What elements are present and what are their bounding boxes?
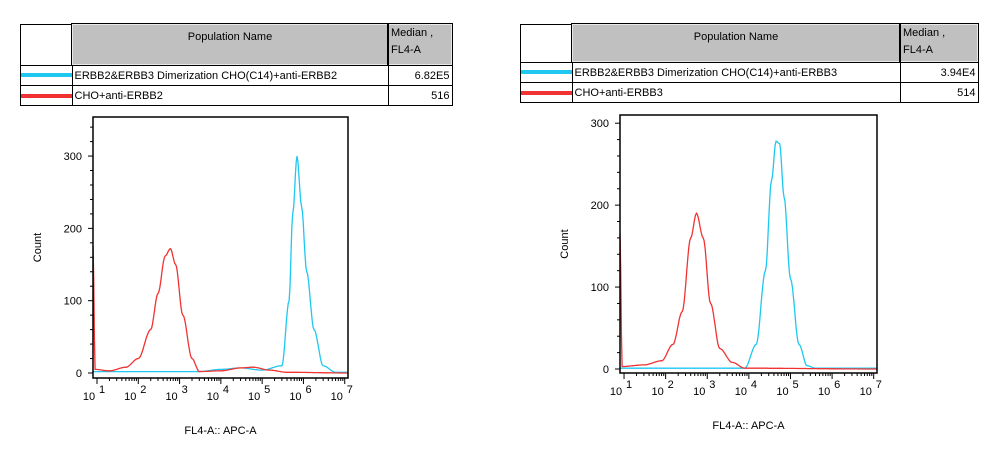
legend-table-left: Population Name Median , FL4-A ERBB2&ERB… (20, 23, 453, 106)
x-tick-label: 10 (248, 391, 260, 403)
x-tick-label: 10 (331, 391, 343, 403)
plot-frame (92, 116, 349, 379)
y-tick-label: 0 (76, 368, 82, 380)
swatch-header (520, 23, 573, 63)
x-tick-label: 10 (776, 386, 788, 398)
series-line-blue (93, 155, 348, 373)
median-header: Median , FL4-A (387, 23, 453, 66)
y-tick-label: 100 (64, 296, 82, 308)
legend-table-right: Population Name Median , FL4-A ERBB2&ERB… (520, 23, 979, 103)
y-axis-title: Count (559, 229, 571, 258)
y-tick-label: 300 (64, 151, 82, 163)
y-tick-label: 300 (591, 118, 609, 130)
series-line-red (92, 246, 348, 374)
x-tick-label: 10 (610, 386, 622, 398)
x-tick-label: 10 (165, 391, 177, 403)
x-tick-exponent: 3 (182, 384, 188, 396)
y-tick-label: 200 (591, 200, 609, 212)
x-tick-exponent: 4 (751, 379, 757, 391)
y-axis-title: Count (32, 233, 44, 262)
x-tick-exponent: 4 (223, 384, 229, 396)
x-tick-exponent: 5 (792, 379, 798, 391)
x-tick-label: 10 (735, 386, 747, 398)
x-tick-exponent: 6 (834, 379, 840, 391)
y-tick-label: 0 (603, 364, 609, 376)
table-row: CHO+anti-ERBB2 516 (20, 85, 453, 106)
table-row: ERBB2&ERBB3 Dimerization CHO(C14)+anti-E… (20, 64, 453, 86)
table-row: CHO+anti-ERBB3 514 (520, 82, 979, 103)
median-value: 516 (387, 85, 453, 106)
x-tick-label: 10 (652, 386, 664, 398)
x-tick-label: 10 (207, 391, 219, 403)
population-name-header: Population Name (71, 23, 389, 66)
x-axis-title: FL4-A:: APC-A (184, 425, 257, 437)
x-tick-exponent: 6 (305, 384, 311, 396)
x-tick-label: 10 (860, 386, 872, 398)
median-value: 514 (899, 82, 979, 103)
x-tick-exponent: 1 (626, 379, 632, 391)
color-swatch (20, 85, 73, 106)
series-line-blue (620, 140, 877, 369)
x-tick-label: 10 (289, 391, 301, 403)
plot-frame (619, 114, 878, 374)
color-swatch (520, 82, 573, 103)
population-name: CHO+anti-ERBB3 (571, 82, 901, 103)
x-tick-exponent: 2 (668, 379, 674, 391)
x-tick-label: 10 (124, 391, 136, 403)
series-line-red (619, 212, 877, 370)
x-tick-exponent: 1 (99, 384, 105, 396)
x-axis-title: FL4-A:: APC-A (712, 420, 785, 432)
x-tick-label: 10 (693, 386, 705, 398)
x-tick-exponent: 7 (876, 379, 882, 391)
population-name: ERBB2&ERBB3 Dimerization CHO(C14)+anti-E… (71, 64, 389, 86)
x-tick-label: 10 (818, 386, 830, 398)
x-tick-exponent: 3 (709, 379, 715, 391)
y-tick-label: 100 (591, 282, 609, 294)
x-tick-exponent: 7 (347, 384, 353, 396)
table-row: ERBB2&ERBB3 Dimerization CHO(C14)+anti-E… (520, 61, 979, 83)
x-tick-label: 10 (83, 391, 95, 403)
swatch-header (20, 23, 73, 66)
x-tick-exponent: 5 (264, 384, 270, 396)
population-name-header: Population Name (571, 23, 901, 63)
x-tick-exponent: 2 (140, 384, 146, 396)
y-tick-label: 200 (64, 223, 82, 235)
median-header: Median , FL4-A (899, 23, 979, 63)
